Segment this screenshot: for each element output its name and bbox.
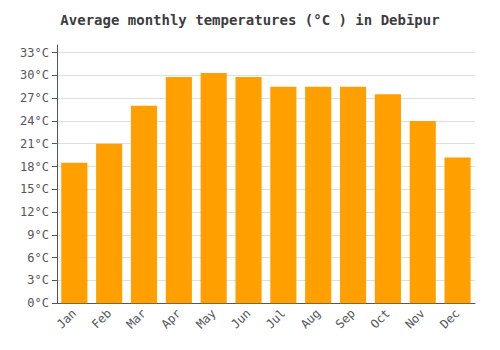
svg-text:27°C: 27°C — [20, 91, 49, 105]
svg-text:Dec: Dec — [437, 306, 462, 331]
svg-text:Nov: Nov — [402, 306, 427, 331]
svg-text:30°C: 30°C — [20, 68, 49, 82]
svg-text:6°C: 6°C — [27, 251, 49, 265]
svg-text:0°C: 0°C — [27, 296, 49, 310]
svg-text:Oct: Oct — [368, 306, 393, 331]
svg-text:33°C: 33°C — [20, 46, 49, 60]
svg-text:Aug: Aug — [298, 306, 323, 331]
svg-text:18°C: 18°C — [20, 160, 49, 174]
svg-text:Mar: Mar — [124, 306, 149, 331]
svg-text:24°C: 24°C — [20, 114, 49, 128]
svg-text:Feb: Feb — [89, 306, 114, 331]
svg-text:Apr: Apr — [159, 306, 184, 331]
svg-text:3°C: 3°C — [27, 273, 49, 287]
svg-text:Jul: Jul — [263, 306, 288, 331]
svg-text:May: May — [193, 306, 218, 331]
svg-text:12°C: 12°C — [20, 205, 49, 219]
svg-text:15°C: 15°C — [20, 182, 49, 196]
svg-text:21°C: 21°C — [20, 137, 49, 151]
svg-text:Sep: Sep — [333, 306, 358, 331]
svg-text:Average monthly temperatures (: Average monthly temperatures (°C ) in De… — [60, 12, 439, 28]
svg-text:Jun: Jun — [228, 306, 253, 331]
svg-text:Jan: Jan — [54, 306, 79, 331]
svg-text:9°C: 9°C — [27, 228, 49, 242]
